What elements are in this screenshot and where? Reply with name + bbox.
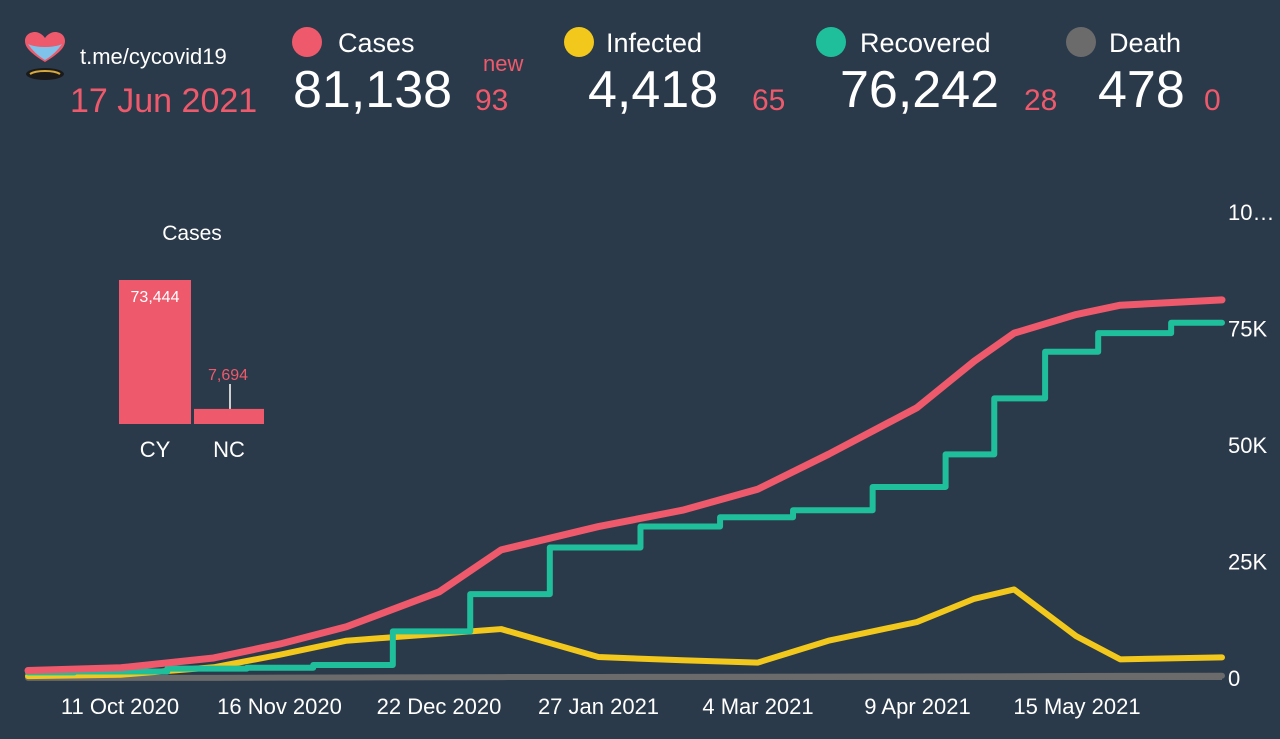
x-tick-label: 9 Apr 2021 (864, 694, 970, 719)
infected-total: 4,418 (588, 61, 719, 119)
y-tick-label: 0 (1228, 666, 1240, 691)
death-legend-dot (1066, 27, 1096, 57)
cyprus-heart-icon (25, 32, 65, 80)
death-total: 478 (1098, 61, 1185, 119)
y-tick-label: 50K (1228, 433, 1267, 458)
death-new: 0 (1204, 84, 1221, 117)
x-tick-label: 15 May 2021 (1013, 694, 1140, 719)
infected-legend-dot (564, 27, 594, 57)
recovered-legend-dot (816, 27, 846, 57)
bar-cy (119, 280, 191, 424)
recovered-series-line (25, 319, 1225, 676)
report-date: 17 Jun 2021 (70, 82, 258, 120)
cases-total: 81,138 (293, 61, 453, 119)
bar-category-label: NC (213, 437, 245, 462)
cases-legend-dot (292, 27, 322, 57)
y-tick-label: 25K (1228, 550, 1267, 575)
cases-series-line (24, 296, 1226, 675)
x-tick-label: 11 Oct 2020 (61, 694, 179, 719)
x-tick-label: 4 Mar 2021 (702, 694, 813, 719)
cases-new: 93 (475, 84, 509, 117)
bar-category-label: CY (140, 437, 171, 462)
y-tick-label: 75K (1228, 317, 1267, 342)
x-tick-label: 27 Jan 2021 (538, 694, 659, 719)
y-tick-label: 10… (1228, 200, 1274, 225)
infected-label: Infected (606, 28, 703, 58)
infected-series-line (25, 586, 1225, 680)
bar-nc (194, 408, 264, 424)
x-tick-label: 22 Dec 2020 (377, 694, 502, 719)
death-series-line (25, 672, 1225, 681)
cases-label: Cases (338, 28, 415, 58)
channel-link[interactable]: t.me/cycovid19 (80, 44, 227, 69)
recovered-new: 28 (1024, 84, 1058, 117)
bar-chart-title: Cases (162, 222, 222, 245)
recovered-label: Recovered (860, 28, 991, 58)
bar-value-label: 73,444 (131, 289, 180, 306)
death-label: Death (1109, 28, 1182, 58)
new-label: new (483, 51, 524, 76)
x-tick-label: 16 Nov 2020 (217, 694, 342, 719)
infected-new: 65 (752, 84, 786, 117)
bar-value-label: 7,694 (208, 367, 248, 384)
recovered-total: 76,242 (840, 61, 1000, 119)
